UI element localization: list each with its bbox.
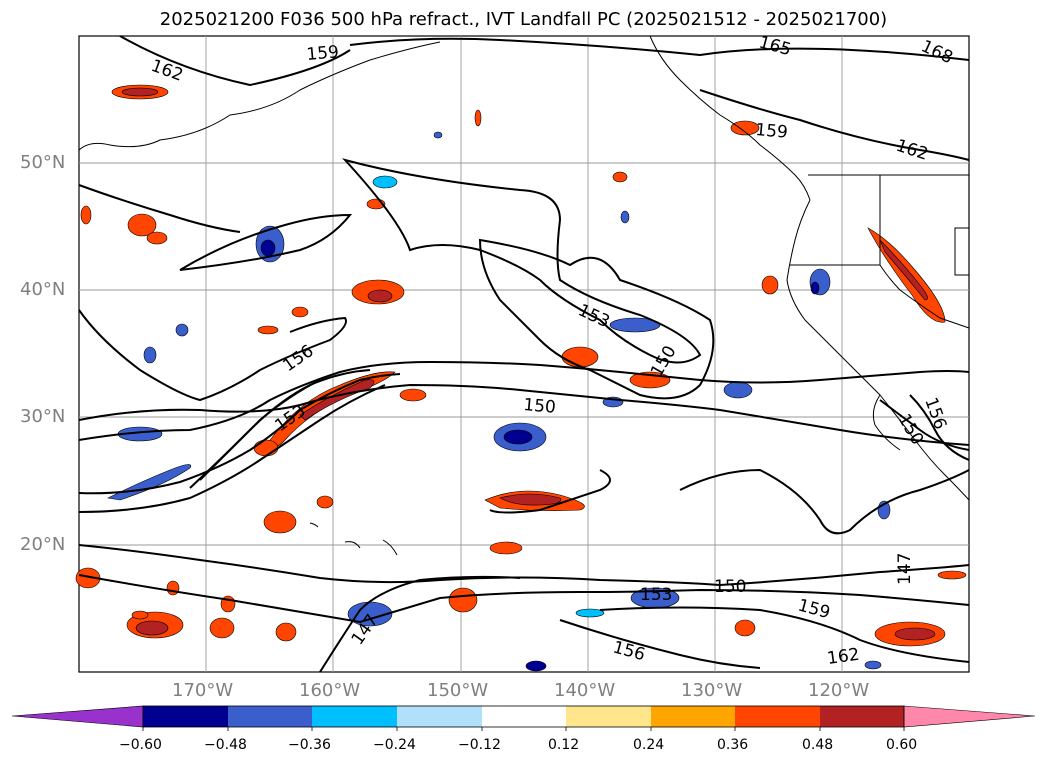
lon-label-160w: 160°W bbox=[299, 680, 361, 701]
map-title: 2025021200 F036 500 hPa refract., IVT La… bbox=[159, 9, 888, 30]
lon-label-170w: 170°W bbox=[172, 680, 234, 701]
contour-label: 159 bbox=[306, 42, 340, 65]
colorbar-bin bbox=[143, 706, 228, 727]
lon-label-120w: 120°W bbox=[808, 680, 870, 701]
contour-label: 153 bbox=[640, 585, 672, 605]
colorbar-bin bbox=[482, 706, 566, 727]
colorbar-under-triangle bbox=[11, 705, 144, 728]
contour-label: 162 bbox=[826, 645, 861, 669]
lat-label-20n: 20°N bbox=[20, 534, 66, 555]
lat-label-50n: 50°N bbox=[20, 152, 66, 173]
colorbar-tick-label: −0.48 bbox=[204, 737, 247, 753]
lat-label-30n: 30°N bbox=[20, 406, 66, 427]
colorbar-bin bbox=[566, 706, 651, 727]
colorbar-over-triangle bbox=[903, 705, 1036, 728]
colorbar-bin bbox=[735, 706, 820, 727]
colorbar-tick-label: 0.48 bbox=[802, 737, 834, 753]
colorbar-tick-label: −0.60 bbox=[119, 737, 162, 753]
lon-label-150w: 150°W bbox=[427, 680, 489, 701]
contour-label: 150 bbox=[714, 577, 746, 597]
height-contours bbox=[78, 35, 970, 673]
colorbar-tick-label: −0.36 bbox=[288, 737, 331, 753]
colorbar-tick-label: 0.36 bbox=[717, 737, 749, 753]
lat-label-40n: 40°N bbox=[20, 279, 66, 300]
colorbar-tick-label: −0.12 bbox=[458, 737, 501, 753]
contour-label: 147 bbox=[895, 553, 915, 585]
colorbar-bin bbox=[312, 706, 397, 727]
lon-label-130w: 130°W bbox=[681, 680, 743, 701]
map-panel: 162 159 165 168 159 162 153 150 156 150 … bbox=[75, 33, 970, 673]
shading-patches bbox=[75, 84, 967, 672]
colorbar-tick-label: 0.60 bbox=[886, 737, 918, 753]
colorbar-bin bbox=[651, 706, 735, 727]
contour-label: 159 bbox=[755, 120, 789, 143]
colorbar-bin bbox=[397, 706, 482, 727]
lon-label-140w: 140°W bbox=[554, 680, 616, 701]
contour-label: 150 bbox=[523, 395, 557, 418]
colorbar bbox=[11, 705, 1036, 731]
colorbar-tick-label: 0.24 bbox=[633, 737, 665, 753]
coastlines bbox=[78, 35, 970, 556]
colorbar-tick-label: 0.12 bbox=[548, 737, 580, 753]
colorbar-bin bbox=[228, 706, 312, 727]
colorbar-bin bbox=[820, 706, 904, 727]
colorbar-tick-label: −0.24 bbox=[373, 737, 416, 753]
